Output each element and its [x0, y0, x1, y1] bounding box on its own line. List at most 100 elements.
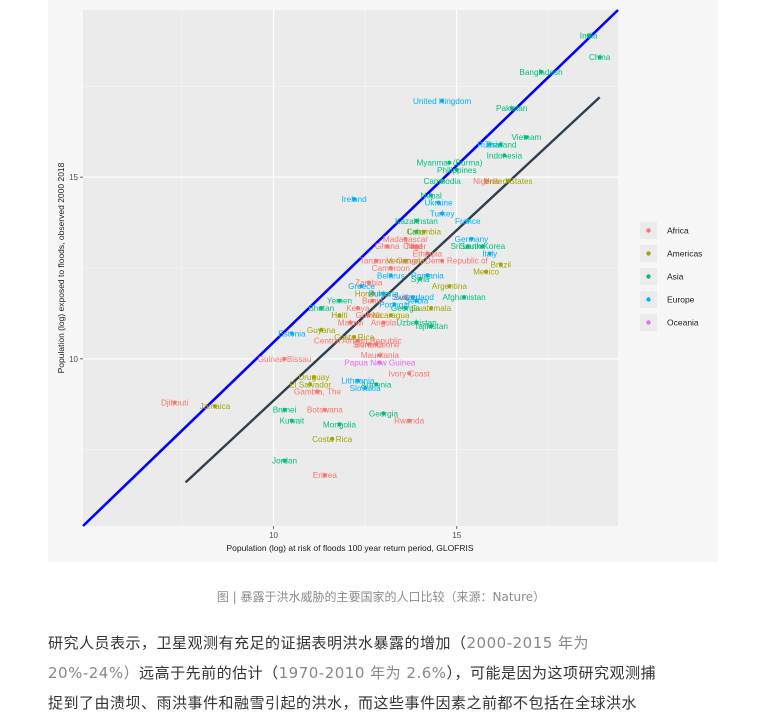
point-label: Bulgaria	[368, 289, 398, 298]
data-point: Tanzania	[360, 257, 393, 266]
data-point: Thailand	[485, 140, 517, 149]
data-point: Slovakia	[350, 384, 381, 393]
point-label: United States	[483, 177, 532, 186]
point-marker	[462, 295, 467, 300]
point-marker	[366, 313, 371, 318]
data-point: Angola	[371, 319, 397, 328]
data-point: Ireland	[342, 195, 367, 204]
article-text-segment: 远高于先前的估计（	[139, 664, 279, 682]
point-label: Kazakhstan	[395, 217, 438, 226]
data-point: Djibouti	[161, 398, 188, 407]
point-marker	[311, 375, 316, 380]
point-marker	[498, 262, 503, 267]
point-label: Slovakia	[350, 384, 381, 393]
data-point: Uzbekistan	[396, 319, 437, 328]
point-marker	[330, 436, 335, 441]
article-number-segment: 1970-2010 年为 2.6%	[278, 664, 447, 682]
data-point: Venezuela	[386, 257, 425, 266]
data-point: Mongolia	[323, 420, 357, 429]
data-point: Kazakhstan	[395, 217, 438, 226]
point-marker	[597, 55, 602, 60]
point-marker	[319, 305, 324, 310]
point-label: Ghana	[375, 242, 400, 251]
legend-item: Americas	[640, 245, 702, 262]
point-marker	[407, 371, 412, 376]
point-label: Bhutan	[308, 304, 334, 313]
point-label: Switzerland	[392, 293, 435, 302]
data-point: Pakistan	[496, 104, 528, 113]
point-marker	[212, 404, 217, 409]
point-marker	[374, 258, 379, 263]
point-label: Yemen	[327, 297, 353, 306]
data-point: Bhutan	[308, 304, 334, 313]
point-label: Ireland	[342, 195, 367, 204]
grid-lines	[83, 10, 618, 526]
data-point: Madagascar	[383, 235, 428, 244]
point-label: Georgia	[391, 304, 421, 313]
data-point: Guinea	[356, 311, 383, 320]
data-point: Guinea-Bissau	[258, 355, 312, 364]
identity-line	[82, 9, 619, 527]
point-label: Cameroon	[372, 264, 411, 273]
data-point: Ethiopia	[413, 249, 443, 258]
point-label: Guyana	[307, 326, 336, 335]
point-marker	[337, 313, 342, 318]
reference-lines	[82, 9, 619, 527]
data-point: Ivory Coast	[388, 369, 430, 378]
point-marker	[355, 378, 360, 383]
point-marker	[388, 266, 393, 270]
legend-label: Europe	[667, 295, 695, 305]
point-label: Venezuela	[386, 257, 425, 266]
point-marker	[377, 353, 382, 358]
data-points: India China Bangladesh United Kingdom Pakist…	[161, 31, 611, 480]
figure-caption: 图 | 暴露于洪水威胁的主要国家的人口比较（来源：Nature）	[216, 590, 546, 604]
point-label: Cambodia	[423, 177, 461, 186]
point-label: India	[580, 31, 598, 40]
point-label: Thailand	[485, 140, 517, 149]
data-point: Laos	[408, 228, 426, 237]
data-point: Brazil	[490, 260, 511, 269]
point-label: Lithuania	[341, 377, 375, 386]
point-label: China	[589, 53, 611, 62]
point-label: Mauritania	[361, 351, 400, 360]
point-label: Angola	[371, 319, 397, 328]
data-point: Greece	[348, 282, 375, 291]
point-marker	[385, 244, 390, 249]
point-label: Sri Lanka	[450, 242, 485, 251]
point-marker	[539, 69, 544, 74]
point-label: Guinea	[356, 311, 383, 320]
point-label: Costa Rica	[334, 333, 374, 342]
point-marker	[377, 360, 382, 365]
point-marker	[414, 320, 419, 325]
point-marker	[465, 244, 470, 249]
point-marker	[348, 320, 353, 325]
point-label: Jamaica	[200, 402, 231, 411]
point-label: Brunei	[273, 406, 297, 415]
point-label: Sudan	[394, 293, 418, 302]
point-label: Georgia	[369, 409, 399, 418]
point-label: Congo, Dem. Republic of	[396, 257, 488, 266]
point-marker	[524, 135, 529, 140]
point-label: Greece	[348, 282, 375, 291]
point-label: Burundi	[355, 340, 383, 349]
data-point: Malawi	[338, 319, 364, 328]
data-point: Colombia	[406, 228, 441, 237]
data-point: Georgia	[391, 304, 421, 313]
point-marker	[315, 389, 320, 394]
point-marker	[388, 313, 393, 318]
point-marker	[370, 291, 375, 296]
point-marker	[322, 407, 327, 412]
point-marker	[322, 473, 327, 478]
data-point: France	[455, 217, 481, 226]
data-point: Myanmar (Burma)	[416, 159, 482, 168]
point-label: Germany	[455, 235, 490, 244]
data-point: Georgia	[369, 409, 399, 418]
point-marker	[352, 335, 357, 340]
data-point: Nigeria	[473, 177, 499, 186]
point-marker	[469, 236, 474, 241]
point-marker	[370, 298, 375, 303]
point-marker	[440, 178, 445, 183]
legend-item: Europe	[640, 291, 695, 308]
point-marker	[410, 244, 415, 249]
point-label: Mexico	[473, 268, 499, 277]
